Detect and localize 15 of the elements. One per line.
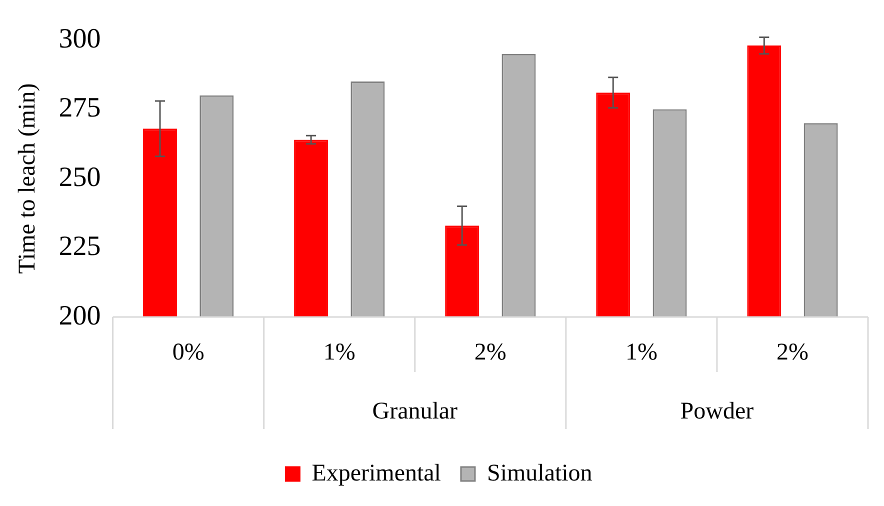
x-tick-label: 1%	[625, 340, 658, 366]
y-tick-label: 225	[58, 231, 101, 262]
x-tick-label: 2%	[776, 340, 808, 366]
y-tick-label: 275	[58, 92, 101, 124]
text: Powder	[680, 398, 754, 424]
y-tick-label: 200	[58, 300, 101, 332]
y-axis-title: Time to leach (min)	[14, 83, 41, 274]
x-tick-label: 2%	[474, 340, 506, 366]
x-tick-label: 0%	[172, 340, 204, 366]
legend-label: Experimental	[312, 460, 442, 486]
text: Granular	[372, 398, 458, 424]
legend-label: Simulation	[486, 460, 592, 486]
y-tick-label: 300	[58, 23, 101, 54]
x-tick-label: 1%	[323, 340, 356, 366]
y-tick-label: 250	[58, 162, 101, 193]
